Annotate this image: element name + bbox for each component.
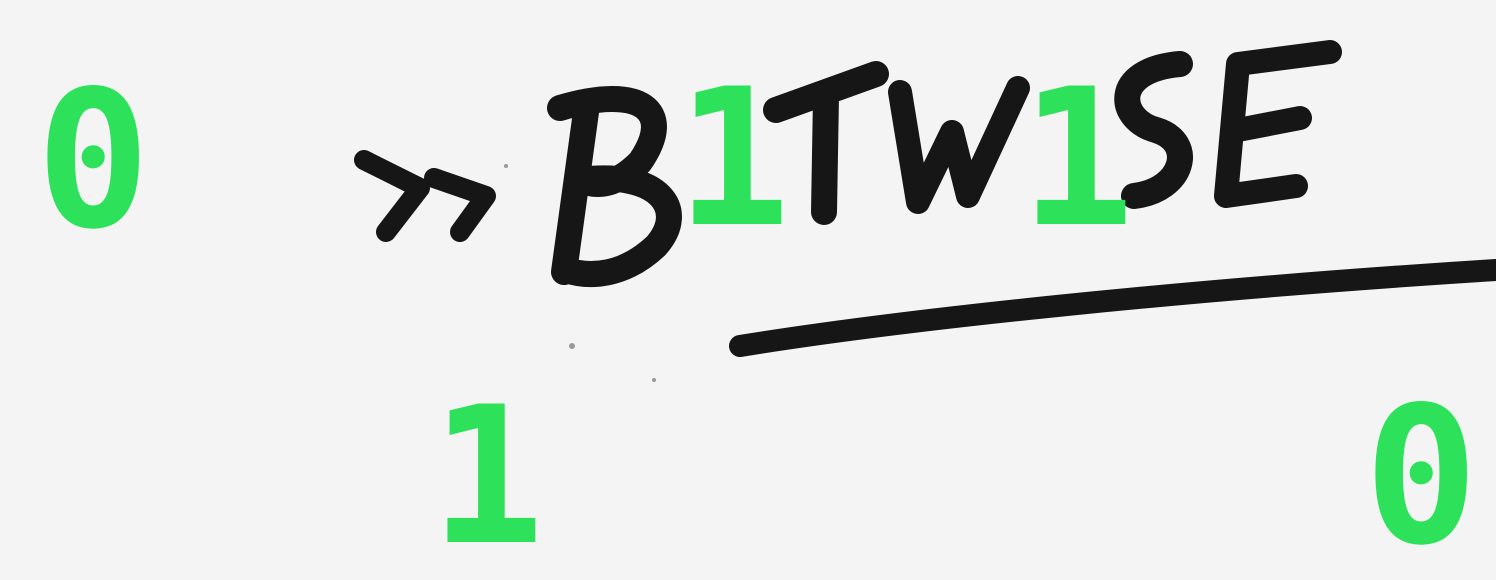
underline-brush-stroke bbox=[729, 259, 1496, 357]
ink-speck bbox=[504, 164, 656, 382]
letter-s-brush bbox=[1114, 51, 1193, 209]
letter-e-brush bbox=[1214, 40, 1342, 208]
binary-digit-zero-top-left: 0 bbox=[36, 50, 151, 271]
logo-digit-one-second: 1 bbox=[1020, 48, 1135, 269]
letter-w-brush bbox=[888, 76, 1030, 214]
letter-t-brush bbox=[763, 61, 889, 225]
logo-digit-one-first: 1 bbox=[676, 48, 791, 269]
binary-digit-zero-bottom-right: 0 bbox=[1364, 366, 1479, 580]
double-chevron-icon bbox=[354, 150, 496, 242]
binary-digit-one-bottom-left: 1 bbox=[430, 366, 545, 580]
letter-b-brush bbox=[547, 86, 682, 287]
